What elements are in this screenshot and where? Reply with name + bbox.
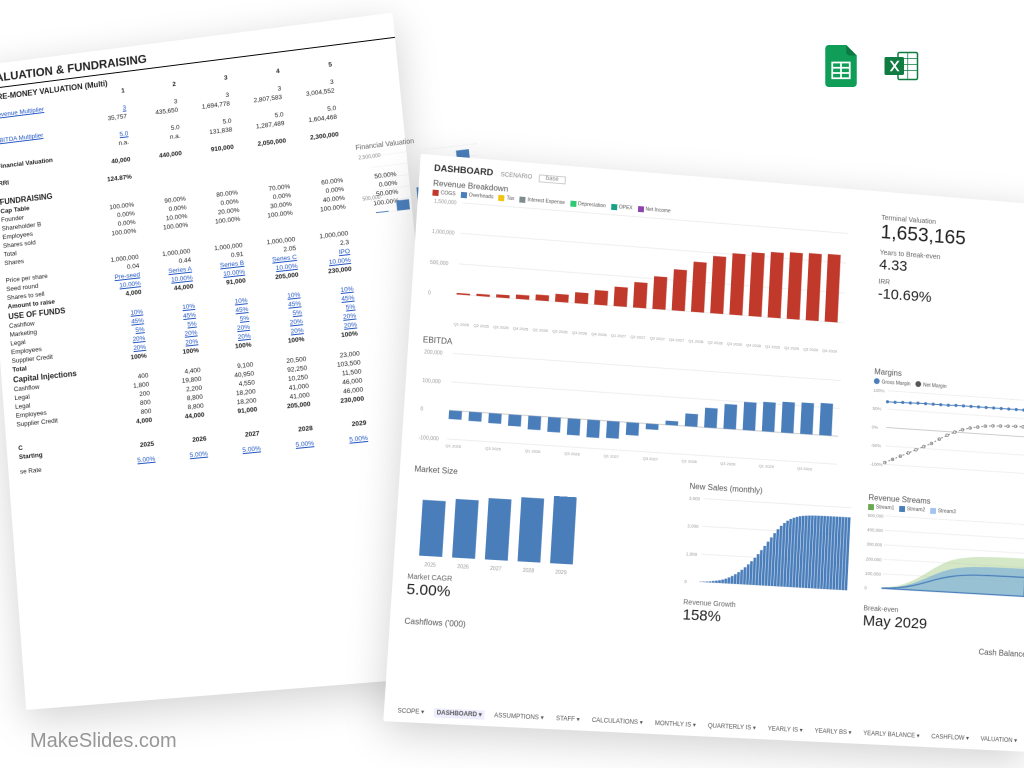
svg-text:Q1 2026: Q1 2026 bbox=[532, 327, 549, 333]
svg-text:200,000: 200,000 bbox=[424, 350, 443, 357]
tab-yearly-balance[interactable]: YEARLY BALANCE ▾ bbox=[860, 729, 923, 741]
svg-text:Q1 2028: Q1 2028 bbox=[688, 338, 704, 344]
svg-text:Q4 2025: Q4 2025 bbox=[513, 326, 530, 332]
excel-icon bbox=[883, 45, 919, 87]
revenue-streams-chart: Revenue Streams Stream1Stream2Stream3 01… bbox=[862, 493, 1024, 642]
tab-yearly-is[interactable]: YEARLY IS ▾ bbox=[765, 724, 806, 735]
svg-text:Q3 2029: Q3 2029 bbox=[803, 347, 819, 353]
svg-text:50%: 50% bbox=[873, 406, 882, 412]
svg-text:0: 0 bbox=[684, 579, 687, 584]
svg-text:200,000: 200,000 bbox=[866, 556, 883, 562]
svg-text:Q3 2026: Q3 2026 bbox=[564, 451, 581, 457]
svg-text:-100%: -100% bbox=[870, 461, 883, 467]
svg-text:Q3 2028: Q3 2028 bbox=[720, 461, 736, 467]
svg-text:Q2 2027: Q2 2027 bbox=[630, 334, 646, 340]
svg-text:Q3 2026: Q3 2026 bbox=[572, 330, 588, 336]
google-sheets-icon bbox=[823, 45, 859, 87]
svg-text:Q1 2027: Q1 2027 bbox=[603, 453, 619, 459]
svg-text:500,000: 500,000 bbox=[430, 260, 449, 267]
svg-text:Q1 2025: Q1 2025 bbox=[445, 443, 462, 449]
svg-text:Q1 2029: Q1 2029 bbox=[759, 463, 775, 469]
tab-staff[interactable]: STAFF ▾ bbox=[553, 714, 583, 725]
svg-text:0: 0 bbox=[420, 407, 423, 413]
svg-text:2027: 2027 bbox=[490, 565, 502, 572]
tab-valuation[interactable]: VALUATION ▾ bbox=[977, 734, 1020, 745]
ebitda-chart: EBITDA -100,0000100,000200,000Q1 2025Q3 … bbox=[415, 336, 863, 485]
svg-text:300,000: 300,000 bbox=[866, 542, 883, 548]
tab-quarterly-is[interactable]: QUARTERLY IS ▾ bbox=[705, 721, 759, 733]
svg-text:2025: 2025 bbox=[424, 562, 436, 569]
svg-text:2026: 2026 bbox=[457, 564, 469, 571]
svg-text:1,000: 1,000 bbox=[686, 551, 698, 557]
tab-assumptions[interactable]: ASSUMPTIONS ▾ bbox=[491, 711, 547, 723]
svg-text:2,500,000: 2,500,000 bbox=[358, 153, 381, 162]
svg-text:Q1 2026: Q1 2026 bbox=[525, 448, 542, 454]
svg-text:1,000,000: 1,000,000 bbox=[432, 229, 455, 237]
scenario-dropdown[interactable]: base bbox=[538, 174, 565, 184]
svg-text:Q4 2029: Q4 2029 bbox=[822, 348, 838, 354]
tab-yearly-bs[interactable]: YEARLY BS ▾ bbox=[811, 726, 854, 737]
svg-text:-50%: -50% bbox=[871, 443, 881, 449]
watermark: MakeSlides.com bbox=[30, 730, 177, 753]
svg-text:Q1 2027: Q1 2027 bbox=[611, 333, 627, 339]
svg-text:2028: 2028 bbox=[523, 567, 535, 574]
svg-text:Q2 2028: Q2 2028 bbox=[707, 340, 723, 346]
svg-text:500,000: 500,000 bbox=[868, 513, 885, 519]
svg-text:Q3 2028: Q3 2028 bbox=[727, 341, 743, 347]
svg-text:100,000: 100,000 bbox=[865, 571, 882, 577]
svg-text:Q4 2027: Q4 2027 bbox=[669, 337, 685, 343]
svg-text:3,000: 3,000 bbox=[689, 495, 701, 501]
svg-text:Q3 2027: Q3 2027 bbox=[643, 456, 659, 462]
tab-dashboard[interactable]: DASHBOARD ▾ bbox=[433, 708, 485, 720]
tab-calculations[interactable]: CALCULATIONS ▾ bbox=[589, 716, 646, 728]
svg-text:Q3 2029: Q3 2029 bbox=[797, 466, 813, 472]
svg-text:Q1 2028: Q1 2028 bbox=[681, 459, 697, 465]
svg-text:-100,000: -100,000 bbox=[418, 435, 439, 442]
dashboard-spreadsheet: DASHBOARD SCENARIO base Revenue Breakdow… bbox=[383, 154, 1024, 752]
svg-text:Q3 2025: Q3 2025 bbox=[493, 324, 510, 330]
svg-text:0: 0 bbox=[864, 585, 867, 590]
sheet-tabs[interactable]: SCOPE ▾ DASHBOARD ▾ ASSUMPTIONS ▾ STAFF ▾ CA… bbox=[384, 706, 1024, 746]
market-size-chart: Market Size 20252026202720282029 Market … bbox=[405, 464, 678, 622]
svg-text:Q1 2025: Q1 2025 bbox=[453, 322, 470, 328]
tab-monthly-is[interactable]: MONTHLY IS ▾ bbox=[652, 719, 700, 730]
svg-text:Q2 2029: Q2 2029 bbox=[784, 345, 800, 351]
svg-text:0%: 0% bbox=[872, 424, 879, 429]
svg-text:Q2 2026: Q2 2026 bbox=[552, 329, 568, 335]
cash-balance-title: Cash Balance bbox=[861, 641, 1024, 661]
svg-text:1,500,000: 1,500,000 bbox=[434, 199, 457, 207]
svg-text:Q1 2029: Q1 2029 bbox=[765, 344, 781, 350]
svg-text:Q3 2025: Q3 2025 bbox=[485, 446, 502, 452]
margins-chart: Margins Gross MarginNet Margin -100%-50%… bbox=[869, 368, 1024, 496]
svg-text:0: 0 bbox=[428, 291, 431, 297]
tab-cashflow[interactable]: CASHFLOW ▾ bbox=[928, 732, 972, 743]
revenue-breakdown-chart: Revenue Breakdown COGSOverheadsTaxIntere… bbox=[424, 179, 870, 359]
svg-text:2029: 2029 bbox=[555, 569, 567, 576]
svg-text:2,000: 2,000 bbox=[687, 523, 699, 529]
kpi-panel: Terminal Valuation 1,653,165 Years to Br… bbox=[875, 215, 1024, 372]
svg-text:Q4 2028: Q4 2028 bbox=[746, 343, 762, 349]
svg-text:Q2 2025: Q2 2025 bbox=[473, 323, 490, 329]
svg-text:400,000: 400,000 bbox=[867, 527, 884, 533]
new-sales-chart: New Sales (monthly) 01,0002,0003,000 Rev… bbox=[682, 481, 857, 632]
svg-text:Q3 2027: Q3 2027 bbox=[650, 336, 666, 342]
tab-scope[interactable]: SCOPE ▾ bbox=[394, 706, 428, 717]
svg-text:100%: 100% bbox=[873, 387, 884, 393]
svg-text:Q4 2026: Q4 2026 bbox=[591, 332, 607, 338]
svg-text:100,000: 100,000 bbox=[422, 378, 441, 385]
